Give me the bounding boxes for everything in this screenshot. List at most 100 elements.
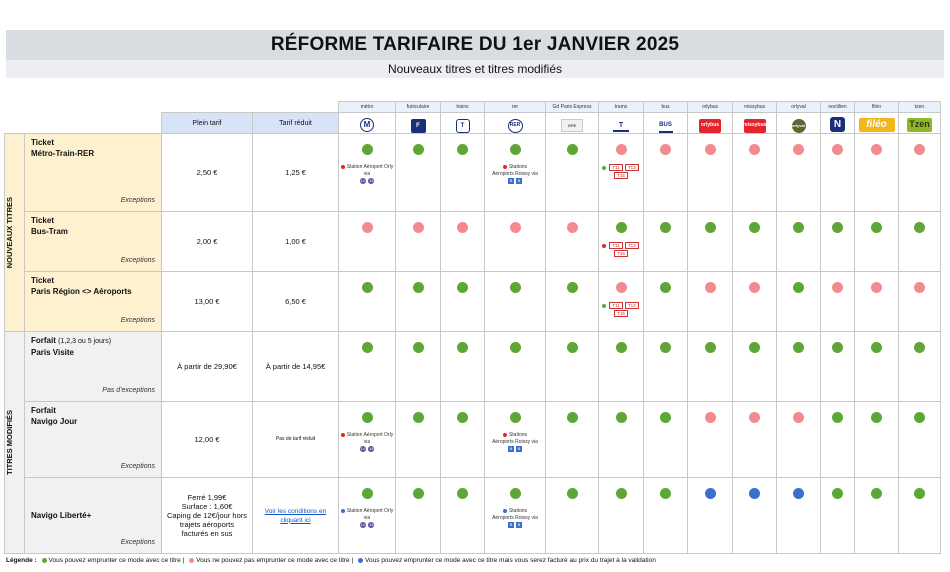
- section-label: TITRES MODIFIÉS: [5, 409, 14, 475]
- tram-exception-note: T11 T13T15: [599, 302, 643, 318]
- availability-dot-green: [509, 412, 521, 423]
- availability-dot-green: [412, 342, 424, 353]
- legend-green-dot: [41, 557, 47, 563]
- legend-green-text: Vous pouvez emprunter ce mode avec ce ti…: [48, 557, 181, 564]
- availability-dot-green: [660, 282, 671, 293]
- availability-dot-green: [832, 222, 843, 233]
- table-row: Ticket Bus-Tram Exceptions 2,00 € 1,00 €…: [5, 211, 941, 272]
- mode-name-orlybus: orlybus: [687, 101, 733, 113]
- legend-pink-dot: [189, 557, 195, 563]
- availability-dot-pink: [832, 282, 843, 293]
- rer-line-badge: B: [516, 446, 522, 452]
- availability-dot-pink: [871, 282, 882, 293]
- fileo-icon: filéo: [858, 118, 895, 132]
- availability-dot-pink: [457, 222, 468, 233]
- title-band: RÉFORME TARIFAIRE DU 1er JANVIER 2025: [6, 30, 944, 60]
- fare-table: métro funiculaire trains rer Gd Paris Ex…: [4, 101, 941, 554]
- section-titres-modifies: TITRES MODIFIÉS: [4, 331, 25, 554]
- exceptions-link[interactable]: Exceptions: [120, 257, 155, 264]
- availability-dot-pink: [749, 144, 760, 155]
- plein-tarif-value: À partir de 29,90€: [161, 331, 253, 402]
- availability-dot-pink: [871, 144, 882, 155]
- availability-dot-pink: [509, 222, 521, 233]
- exceptions-link[interactable]: Exceptions: [120, 197, 155, 204]
- availability-dot-green: [749, 342, 760, 353]
- availability-dot-pink: [615, 282, 627, 293]
- tzen-icon: Tzen: [907, 117, 932, 132]
- availability-dot-green: [793, 342, 804, 353]
- availability-dot-green: [832, 412, 843, 423]
- availability-dot-green: [660, 222, 671, 233]
- availability-dot-green: [660, 412, 671, 423]
- metro-line-badge: 14: [359, 178, 366, 184]
- ticket-name: Ticket Paris Région <> Aéroports: [31, 276, 132, 296]
- exceptions-link[interactable]: Exceptions: [120, 539, 155, 546]
- availability-dot-green: [660, 342, 671, 353]
- tram-icon: T: [613, 120, 629, 133]
- legend-blue-text: Vous pouvez emprunter ce mode avec ce ti…: [364, 557, 656, 564]
- availability-dot-green: [361, 412, 373, 423]
- availability-dot-blue: [749, 488, 760, 499]
- availability-dot-pink: [749, 412, 760, 423]
- legend: Légende : Vous pouvez emprunter ce mode …: [6, 557, 656, 564]
- ticket-title-cell: Ticket Métro-Train-RER Exceptions: [24, 133, 162, 212]
- availability-dot-green: [412, 488, 424, 499]
- availability-dot-pink: [832, 144, 843, 155]
- table-row: Navigo Liberté+ Exceptions Ferré 1,99€ S…: [5, 477, 941, 554]
- availability-dot-green: [412, 282, 424, 293]
- availability-dot-green: [361, 342, 373, 353]
- orlyval-icon: orlyval: [791, 118, 806, 133]
- availability-dot-green: [615, 412, 627, 423]
- availability-dot-green: [566, 144, 578, 155]
- orlybus-icon: orlybus: [699, 118, 721, 133]
- availability-dot-green: [566, 282, 578, 293]
- conditions-link[interactable]: Voir les conditions en cliquant ici: [264, 507, 327, 524]
- rer-line-badge: B: [516, 522, 522, 528]
- ticket-title-cell: Forfait (1,2,3 ou 5 jours) Paris Visite P…: [24, 331, 162, 402]
- mode-name-trams: trams: [598, 101, 644, 113]
- availability-dot-pink: [412, 222, 424, 233]
- exceptions-link[interactable]: Exceptions: [120, 317, 155, 324]
- metro-icon: M: [360, 118, 374, 132]
- availability-dot-green: [509, 144, 521, 155]
- availability-dot-green: [361, 282, 373, 293]
- plein-tarif-value: 12,00 €: [161, 401, 253, 478]
- tarif-reduit-value: 6,50 €: [252, 271, 339, 332]
- ticket-name: Forfait: [31, 336, 56, 345]
- mode-name-funiculaire: funiculaire: [395, 101, 441, 113]
- table-row: Ticket Paris Région <> Aéroports Excepti…: [5, 271, 941, 332]
- availability-dot-pink: [793, 412, 804, 423]
- availability-dot-green: [457, 282, 468, 293]
- subtitle-band: Nouveaux titres et titres modifiés: [6, 60, 944, 78]
- train-icon: T: [455, 118, 470, 133]
- ticket-name: Forfait Navigo Jour: [31, 406, 78, 426]
- metro-exception-note: Station Aéroport Orly via 14 14: [339, 432, 395, 453]
- roissybus-icon: roissybus: [743, 118, 766, 133]
- col-tarif-reduit: Tarif réduit: [252, 112, 339, 134]
- metro-exception-note: Station Aéroport Orly via 14 14: [339, 164, 395, 185]
- ticket-name: Ticket Métro-Train-RER: [31, 138, 95, 158]
- availability-dot-green: [457, 488, 468, 499]
- availability-dot-green: [793, 282, 804, 293]
- availability-dot-green: [660, 488, 671, 499]
- legend-pink-text: Vous ne pouvez pas emprunter ce mode ave…: [196, 557, 350, 564]
- ticket-name: Ticket Bus-Tram: [31, 216, 68, 236]
- availability-dot-green: [914, 342, 925, 353]
- availability-dot-green: [457, 412, 468, 423]
- availability-dot-green: [871, 488, 882, 499]
- ticket-name-detail: (1,2,3 ou 5 jours): [58, 338, 112, 345]
- page-title: RÉFORME TARIFAIRE DU 1er JANVIER 2025: [270, 34, 680, 55]
- legend-label: Légende :: [6, 557, 37, 564]
- tarif-reduit-value: À partir de 14,95€: [252, 331, 339, 402]
- bus-icon: BUS: [658, 119, 673, 133]
- mode-name-orlyval: orlyval: [776, 101, 821, 113]
- availability-dot-green: [412, 412, 424, 423]
- section-nouveaux-titres: NOUVEAUX TITRES: [4, 133, 25, 332]
- exceptions-link[interactable]: Exceptions: [120, 463, 155, 470]
- rer-line-badge: B: [508, 446, 514, 452]
- metro-line-badge: 14: [368, 446, 375, 452]
- availability-dot-green: [615, 488, 627, 499]
